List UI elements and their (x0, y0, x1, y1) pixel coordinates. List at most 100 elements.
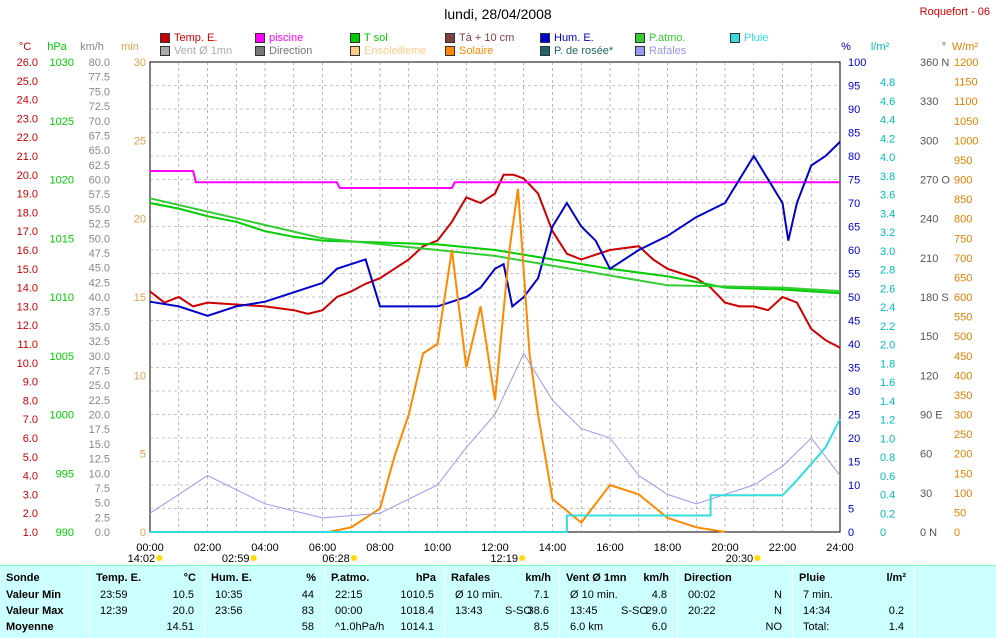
humidity-tick-label: 100 (848, 57, 866, 69)
direction-tick-label: 240 (920, 214, 938, 226)
summary-header-unit: % (306, 572, 316, 584)
summary-cell-value: 58 (301, 621, 314, 633)
solar-tick-label: 150 (954, 468, 972, 480)
legend-label: Rafales (649, 45, 687, 57)
series-line-t-sol (149, 202, 841, 295)
humidity-tick-label: 95 (848, 81, 860, 93)
rain-tick-label: 0.6 (880, 471, 895, 483)
wind-tick-label: 60.0 (89, 175, 110, 187)
axis-unit-rain: l/m² (871, 41, 890, 53)
summary-row: Total: 1.4 (793, 619, 914, 636)
rain-tick-label: 2.8 (880, 265, 895, 277)
wind-tick-label: 25.0 (89, 380, 110, 392)
summary-cell-value: 44 (301, 589, 314, 601)
legend-label: piscine (269, 32, 304, 44)
sun-marker-icon (156, 555, 163, 561)
summary-header-unit: km/h (643, 572, 669, 584)
wind-tick-label: 70.0 (89, 116, 110, 128)
rain-tick-label: 2.2 (880, 321, 895, 333)
summary-cell-value: 14.51 (166, 621, 194, 633)
legend-swatch (445, 46, 455, 56)
pressure-tick-label: 1015 (50, 233, 74, 245)
minutes-tick-label: 10 (134, 370, 146, 382)
summary-cell-value: 83 (301, 605, 314, 617)
wind-tick-label: 12.5 (89, 454, 110, 466)
event-time-label: 06:28 (322, 553, 350, 565)
temp-tick-label: 14.0 (17, 283, 38, 295)
solar-tick-label: 400 (954, 370, 972, 382)
solar-tick-label: 0 (954, 527, 960, 539)
solar-tick-label: 650 (954, 272, 972, 284)
axis-unit-dir: ° (942, 41, 946, 53)
summary-header-label: Rafales (451, 572, 491, 584)
rain-tick-label: 1.8 (880, 358, 895, 370)
wind-tick-label: 2.5 (95, 512, 110, 524)
wind-tick-label: 75.0 (89, 86, 110, 98)
rain-tick-label: 3.8 (880, 171, 895, 183)
rain-tick-label: 1.4 (880, 396, 895, 408)
summary-header-unit: l/m² (886, 572, 906, 584)
humidity-tick-label: 35 (848, 363, 860, 375)
legend-swatch (160, 33, 170, 43)
wind-tick-label: 32.5 (89, 336, 110, 348)
legend-item: Vent Ø 1mn (160, 45, 232, 57)
summary-row: 22:15 1010.5 (325, 587, 444, 604)
pressure-tick-label: 995 (56, 468, 74, 480)
axes-layer: 26.0 25.0 24.0 23.0 22.0 21.0 20.0 19.0 18.0 17.0… (17, 41, 979, 565)
rain-tick-label: 1.6 (880, 377, 895, 389)
summary-cell-value: 1.4 (888, 621, 904, 633)
summary-header-label: Hum. E. (211, 572, 252, 584)
summary-row: 7 min. (793, 587, 914, 604)
summary-cell-value: 20.0 (172, 605, 194, 617)
summary-cell-value: 7.1 (533, 589, 549, 601)
summary-row: Moyenne (0, 619, 89, 636)
axis-unit-solar: W/m² (952, 41, 979, 53)
solar-tick-label: 850 (954, 194, 972, 206)
summary-cell-label: Ø 10 min. (455, 589, 503, 601)
event-time-label: 12:19 (490, 553, 518, 565)
summary-cell-label: 23:59 (100, 589, 128, 601)
temp-tick-label: 22.0 (17, 132, 38, 144)
summary-row: 00:02 N (678, 587, 792, 604)
wind-tick-label: 20.0 (89, 410, 110, 422)
summary-row: Valeur Max (0, 603, 89, 620)
summary-cell-label: 12:39 (100, 605, 128, 617)
sun-marker-icon (754, 555, 761, 561)
time-tick-label: 20:00 (711, 542, 739, 554)
rain-tick-label: 0.8 (880, 452, 895, 464)
summary-cell-label: 00:00 (335, 605, 363, 617)
rain-tick-label: 4.0 (880, 152, 895, 164)
temp-tick-label: 17.0 (17, 226, 38, 238)
solar-tick-label: 1050 (954, 116, 978, 128)
summary-cell-value: 10.5 (172, 589, 194, 601)
wind-tick-label: 27.5 (89, 365, 110, 377)
legend-swatch (635, 33, 645, 43)
humidity-tick-label: 20 (848, 433, 860, 445)
time-tick-label: 10:00 (424, 542, 452, 554)
solar-tick-label: 1000 (954, 135, 978, 147)
summary-header: P.atmo. hPa (325, 570, 444, 587)
sun-marker-icon (250, 555, 257, 561)
summary-cell-label: 00:02 (688, 589, 716, 601)
summary-header: Hum. E.% (205, 570, 324, 587)
legend-label: P.atmo. (649, 32, 686, 44)
summary-row: 13:45 S-SO 29.0 (560, 603, 677, 620)
humidity-tick-label: 10 (848, 480, 860, 492)
direction-tick-label: 300 (920, 135, 938, 147)
summary-cell-value: NO (765, 621, 783, 633)
summary-header: Direction (678, 570, 792, 587)
legend-swatch (255, 33, 265, 43)
summary-column: Hum. E.% 10:35 44 23:56 83 58 (205, 566, 325, 638)
pressure-tick-label: 1020 (50, 175, 74, 187)
summary-cell-value: 1010.5 (400, 589, 434, 601)
direction-tick-label: 360 N (920, 57, 949, 69)
axis-unit-press: hPa (47, 41, 67, 53)
axis-unit-hum: % (841, 41, 851, 53)
summary-cell-value: 1018.4 (400, 605, 434, 617)
temp-tick-label: 2.0 (23, 508, 38, 520)
legend-label: P. de rosée* (554, 45, 614, 57)
humidity-tick-label: 15 (848, 457, 860, 469)
summary-cell-label: ^1.0hPa/h (335, 621, 385, 633)
pressure-tick-label: 1005 (50, 351, 74, 363)
humidity-tick-label: 50 (848, 292, 860, 304)
